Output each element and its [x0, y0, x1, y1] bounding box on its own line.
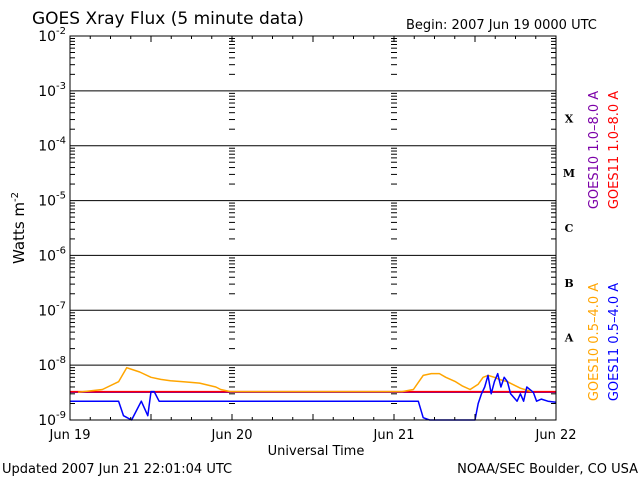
x-tick-label: Jun 21: [373, 428, 415, 443]
y-axis-tick-labels: 10-210-310-410-510-610-710-810-9: [38, 26, 66, 429]
x-tick-label: Jun 22: [535, 428, 577, 443]
y-tick-exponent: -9: [56, 410, 66, 421]
y-tick-base: 10: [38, 413, 56, 429]
y-tick-exponent: -4: [56, 136, 66, 147]
x-tick-label: Jun 19: [49, 428, 91, 443]
y-tick-base: 10: [38, 194, 56, 210]
flare-class-labels: X M C B A: [563, 112, 575, 344]
y-tick-label: 10-6: [38, 245, 66, 264]
y-tick-exponent: -2: [56, 26, 66, 37]
flare-class-label: X: [565, 112, 574, 125]
updated-timestamp: Updated 2007 Jun 21 22:01:04 UTC: [2, 462, 232, 477]
begin-time-label: Begin: 2007 Jun 19 0000 UTC: [406, 18, 597, 33]
y-tick-base: 10: [38, 29, 56, 45]
legend-entry: GOES10 1.0–8.0 A: [587, 91, 602, 209]
y-tick-label: 10-2: [38, 26, 66, 45]
flare-class-label: B: [564, 277, 573, 290]
legend-entry: GOES11 1.0–8.0 A: [607, 91, 622, 209]
y-tick-base: 10: [38, 303, 56, 319]
y-tick-label: 10-7: [38, 300, 66, 319]
y-tick-label: 10-9: [38, 410, 66, 429]
y-tick-label: 10-8: [38, 355, 66, 374]
y-tick-exponent: -7: [56, 300, 66, 311]
y-tick-label: 10-5: [38, 191, 66, 210]
y-tick-exponent: -3: [56, 81, 66, 92]
y-tick-exponent: -5: [56, 191, 66, 202]
plot-area: [69, 35, 557, 421]
x-axis-tick-labels: Jun 19 Jun 20 Jun 21 Jun 22: [49, 428, 577, 443]
series-layer: [70, 366, 557, 421]
series-line: [70, 372, 557, 421]
flare-class-label: C: [565, 222, 574, 235]
y-axis-label: Watts m-2: [10, 192, 28, 264]
plot-grid: [69, 36, 557, 420]
legend-entry: GOES11 0.5–4.0 A: [607, 283, 622, 401]
y-tick-label: 10-3: [38, 81, 66, 100]
chart-title: GOES Xray Flux (5 minute data): [32, 9, 304, 29]
y-tick-exponent: -6: [56, 245, 66, 256]
legend-entry: GOES10 0.5–4.0 A: [587, 283, 602, 401]
flare-class-label: M: [563, 167, 575, 180]
x-tick-label: Jun 20: [211, 428, 253, 443]
y-tick-exponent: -8: [56, 355, 66, 366]
y-tick-base: 10: [38, 248, 56, 264]
y-tick-base: 10: [38, 84, 56, 100]
y-tick-base: 10: [38, 358, 56, 374]
flare-class-label: A: [564, 332, 574, 345]
x-axis-label: Universal Time: [268, 444, 365, 459]
legend: GOES10 1.0–8.0 A GOES11 1.0–8.0 A GOES10 0…: [587, 91, 622, 401]
source-credit: NOAA/SEC Boulder, CO USA: [457, 462, 638, 477]
y-tick-base: 10: [38, 139, 56, 155]
series-line: [78, 366, 532, 394]
y-tick-label: 10-4: [38, 136, 66, 155]
plot-border: [69, 35, 557, 421]
